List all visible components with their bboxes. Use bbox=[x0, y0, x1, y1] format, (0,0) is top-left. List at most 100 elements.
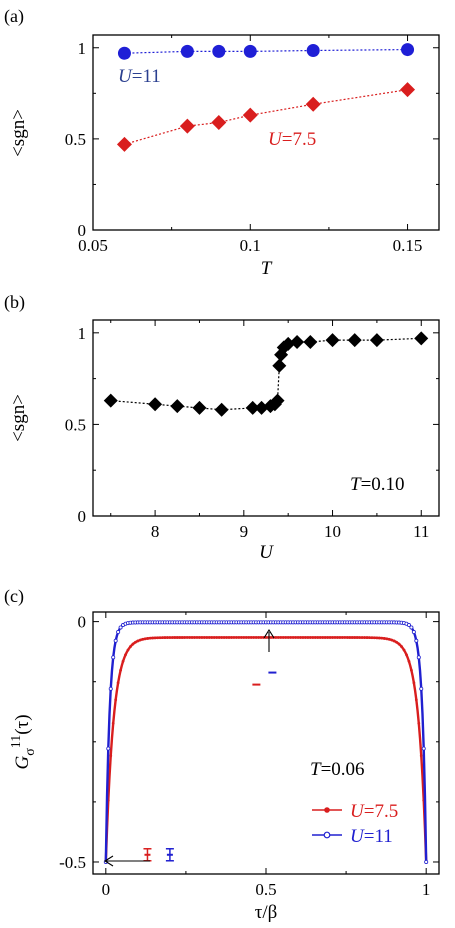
curve-point bbox=[126, 648, 130, 652]
curve-point bbox=[138, 638, 142, 642]
data-point-diamond bbox=[272, 358, 287, 373]
curve-point bbox=[284, 636, 288, 639]
legend-label-u75: U=7.5 bbox=[350, 801, 398, 822]
curve-point bbox=[316, 636, 320, 639]
curve-point bbox=[136, 639, 140, 643]
curve-point bbox=[414, 698, 418, 702]
curve-point bbox=[411, 630, 416, 635]
panel-c-ylabel: Gσ11(τ) bbox=[9, 714, 38, 769]
curve-point bbox=[183, 636, 187, 639]
curve-point bbox=[348, 636, 352, 639]
panel-c-ticks bbox=[93, 612, 439, 874]
curve-point bbox=[269, 636, 273, 639]
curve-point bbox=[141, 637, 145, 641]
panel-a-ytick-label: 1 bbox=[78, 39, 87, 58]
curve-point bbox=[259, 636, 263, 639]
data-point-diamond bbox=[281, 336, 296, 351]
curve-point bbox=[237, 636, 241, 639]
curve-point bbox=[148, 636, 152, 640]
legend-label-u11: U=11 bbox=[350, 826, 393, 847]
curve-point bbox=[158, 636, 162, 640]
data-point-circle bbox=[117, 46, 131, 60]
curve-point bbox=[222, 636, 226, 639]
arrow-to-edge bbox=[103, 855, 150, 867]
curve-point bbox=[340, 636, 344, 639]
curve-point bbox=[343, 636, 347, 639]
panel-b-ticklabels: 8 9 10 11 0 0.5 1 bbox=[65, 324, 430, 541]
panel-b-data bbox=[103, 331, 429, 417]
curve-point bbox=[414, 638, 419, 643]
panel-b-xtick-label: 8 bbox=[151, 522, 160, 541]
curve-point bbox=[365, 636, 369, 639]
curve-point bbox=[392, 639, 396, 643]
series-label-u11: U=11 bbox=[118, 66, 161, 87]
series-label-u75: U=7.5 bbox=[268, 129, 316, 150]
series-line bbox=[110, 337, 422, 411]
curve-point bbox=[166, 636, 169, 639]
panel-c-xtick-label: 0 bbox=[102, 880, 111, 899]
curve-point bbox=[387, 637, 391, 641]
curve-point bbox=[380, 636, 384, 640]
curve-point bbox=[249, 636, 253, 639]
data-point-diamond bbox=[347, 333, 362, 348]
curve-point bbox=[210, 636, 214, 639]
curve-point bbox=[311, 636, 315, 639]
curve-point bbox=[133, 640, 137, 644]
curve-point bbox=[173, 636, 177, 639]
curve-point bbox=[419, 754, 423, 758]
curve-point bbox=[338, 636, 342, 639]
curve-point bbox=[373, 636, 376, 640]
arrow-to-u11-curve bbox=[263, 628, 275, 652]
curve-point bbox=[124, 653, 127, 657]
curve-point bbox=[370, 636, 374, 640]
panel-b-ticks bbox=[93, 320, 439, 517]
panel-a-ytick-label: 0 bbox=[78, 221, 87, 240]
curve-point bbox=[153, 636, 157, 640]
curve-point bbox=[416, 655, 421, 660]
curve-point bbox=[193, 636, 196, 639]
curve-point bbox=[375, 636, 379, 640]
curve-point bbox=[232, 636, 236, 639]
curve-point bbox=[195, 636, 199, 639]
panel-b-ytick-label: 0.5 bbox=[65, 415, 86, 434]
curve-point bbox=[294, 636, 297, 639]
panel-a-frame bbox=[92, 34, 440, 231]
curve-point bbox=[331, 636, 334, 639]
panel-b-frame bbox=[92, 319, 440, 517]
curve-point bbox=[257, 636, 261, 639]
curve-point bbox=[217, 636, 221, 639]
curve-point bbox=[390, 638, 394, 642]
curve-point bbox=[299, 636, 302, 639]
data-point-circle bbox=[212, 44, 226, 58]
data-point-diamond bbox=[270, 393, 285, 408]
curve-point bbox=[230, 636, 233, 639]
panel-b-ytick-label: 0 bbox=[78, 507, 87, 526]
data-point-diamond bbox=[303, 334, 318, 349]
curve-point bbox=[116, 681, 120, 685]
curve-point bbox=[382, 637, 386, 640]
data-point-circle bbox=[180, 44, 194, 58]
curve-point bbox=[116, 630, 121, 635]
curve-point bbox=[225, 636, 228, 639]
curve-point bbox=[358, 636, 362, 639]
curve-point bbox=[412, 681, 416, 685]
panel-b-ytick-label: 1 bbox=[78, 324, 87, 343]
curve-point bbox=[385, 637, 389, 641]
panel-b-ylabel: <sgn> bbox=[8, 394, 29, 442]
curve-point bbox=[355, 636, 359, 639]
curve-point bbox=[419, 686, 424, 691]
curve-point bbox=[363, 636, 366, 639]
data-point-diamond bbox=[245, 400, 260, 415]
curve-point bbox=[151, 636, 155, 640]
curve-point bbox=[377, 636, 381, 640]
curve-point bbox=[163, 636, 167, 639]
panel-a-xtick-label: 0.15 bbox=[393, 236, 423, 255]
data-point-diamond bbox=[170, 399, 185, 414]
curve-point bbox=[279, 636, 283, 639]
curve-point bbox=[190, 636, 194, 639]
curve-point bbox=[252, 636, 256, 639]
curve-point bbox=[424, 859, 429, 864]
curve-point bbox=[400, 645, 403, 648]
data-point-diamond bbox=[325, 333, 340, 348]
